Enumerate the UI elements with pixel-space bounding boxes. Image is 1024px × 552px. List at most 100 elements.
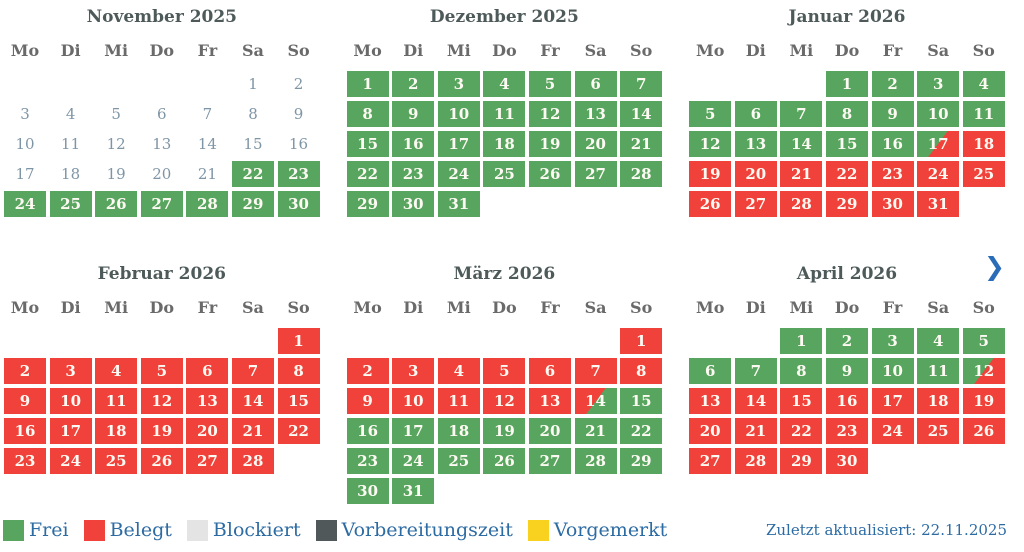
day-cell[interactable]: 3	[917, 71, 960, 97]
day-cell[interactable]: 6	[528, 358, 571, 384]
day-cell[interactable]: 22	[277, 418, 320, 444]
day-cell[interactable]: 17	[49, 418, 92, 444]
day-cell[interactable]: 23	[825, 418, 868, 444]
day-cell[interactable]: 19	[528, 131, 571, 157]
day-cell[interactable]: 23	[871, 161, 914, 187]
day-cell[interactable]: 31	[437, 191, 480, 217]
day-cell[interactable]: 9	[346, 388, 389, 414]
day-cell[interactable]: 1	[780, 328, 823, 354]
day-cell[interactable]: 27	[574, 161, 617, 187]
day-cell[interactable]: 21	[734, 418, 777, 444]
day-cell[interactable]: 6	[689, 358, 732, 384]
day-cell[interactable]: 28	[620, 161, 663, 187]
day-cell[interactable]: 27	[140, 191, 183, 217]
day-cell[interactable]: 2	[825, 328, 868, 354]
day-cell[interactable]: 19	[689, 161, 732, 187]
day-cell[interactable]: 17	[437, 131, 480, 157]
day-cell[interactable]: 31	[917, 191, 960, 217]
day-cell[interactable]: 6	[734, 101, 777, 127]
day-cell[interactable]: 28	[231, 448, 274, 474]
day-cell[interactable]: 29	[780, 448, 823, 474]
day-cell[interactable]: 14	[734, 388, 777, 414]
day-cell[interactable]: 3	[437, 71, 480, 97]
day-cell[interactable]: 7	[620, 71, 663, 97]
day-cell[interactable]: 28	[780, 191, 823, 217]
day-cell[interactable]: 13	[734, 131, 777, 157]
day-cell[interactable]: 30	[346, 478, 389, 504]
day-cell[interactable]: 16	[346, 418, 389, 444]
day-cell[interactable]: 2	[392, 71, 435, 97]
day-cell[interactable]: 2	[4, 358, 46, 384]
day-cell[interactable]: 6	[186, 358, 229, 384]
day-cell[interactable]: 25	[917, 418, 960, 444]
day-cell[interactable]: 1	[620, 328, 663, 354]
day-cell[interactable]: 29	[620, 448, 663, 474]
day-cell[interactable]: 17	[917, 131, 960, 157]
day-cell[interactable]: 16	[392, 131, 435, 157]
day-cell[interactable]: 12	[689, 131, 732, 157]
day-cell[interactable]: 15	[620, 388, 663, 414]
day-cell[interactable]: 15	[780, 388, 823, 414]
day-cell[interactable]: 25	[483, 161, 526, 187]
day-cell[interactable]: 29	[825, 191, 868, 217]
day-cell[interactable]: 7	[574, 358, 617, 384]
day-cell[interactable]: 9	[392, 101, 435, 127]
day-cell[interactable]: 11	[962, 101, 1005, 127]
day-cell[interactable]: 9	[825, 358, 868, 384]
day-cell[interactable]: 16	[825, 388, 868, 414]
day-cell[interactable]: 10	[437, 101, 480, 127]
day-cell[interactable]: 24	[871, 418, 914, 444]
day-cell[interactable]: 10	[392, 388, 435, 414]
day-cell[interactable]: 12	[140, 388, 183, 414]
day-cell[interactable]: 30	[392, 191, 435, 217]
day-cell[interactable]: 22	[620, 418, 663, 444]
day-cell[interactable]: 1	[277, 328, 320, 354]
day-cell[interactable]: 8	[620, 358, 663, 384]
day-cell[interactable]: 21	[231, 418, 274, 444]
day-cell[interactable]: 25	[49, 191, 92, 217]
day-cell[interactable]: 27	[689, 448, 732, 474]
day-cell[interactable]: 13	[186, 388, 229, 414]
day-cell[interactable]: 8	[825, 101, 868, 127]
day-cell[interactable]: 26	[962, 418, 1005, 444]
day-cell[interactable]: 24	[49, 448, 92, 474]
day-cell[interactable]: 20	[734, 161, 777, 187]
day-cell[interactable]: 11	[95, 388, 138, 414]
day-cell[interactable]: 19	[962, 388, 1005, 414]
day-cell[interactable]: 18	[483, 131, 526, 157]
day-cell[interactable]: 18	[95, 418, 138, 444]
day-cell[interactable]: 25	[437, 448, 480, 474]
day-cell[interactable]: 15	[346, 131, 389, 157]
day-cell[interactable]: 10	[49, 388, 92, 414]
day-cell[interactable]: 1	[346, 71, 389, 97]
day-cell[interactable]: 4	[437, 358, 480, 384]
day-cell[interactable]: 7	[231, 358, 274, 384]
day-cell[interactable]: 23	[346, 448, 389, 474]
day-cell[interactable]: 4	[917, 328, 960, 354]
day-cell[interactable]: 28	[186, 191, 229, 217]
day-cell[interactable]: 26	[483, 448, 526, 474]
day-cell[interactable]: 22	[231, 161, 274, 187]
day-cell[interactable]: 5	[483, 358, 526, 384]
day-cell[interactable]: 11	[483, 101, 526, 127]
day-cell[interactable]: 30	[825, 448, 868, 474]
day-cell[interactable]: 2	[346, 358, 389, 384]
day-cell[interactable]: 16	[871, 131, 914, 157]
day-cell[interactable]: 14	[574, 388, 617, 414]
day-cell[interactable]: 2	[871, 71, 914, 97]
day-cell[interactable]: 10	[871, 358, 914, 384]
day-cell[interactable]: 25	[95, 448, 138, 474]
day-cell[interactable]: 22	[825, 161, 868, 187]
day-cell[interactable]: 22	[346, 161, 389, 187]
day-cell[interactable]: 4	[483, 71, 526, 97]
day-cell[interactable]: 9	[4, 388, 46, 414]
day-cell[interactable]: 5	[140, 358, 183, 384]
day-cell[interactable]: 13	[528, 388, 571, 414]
day-cell[interactable]: 15	[277, 388, 320, 414]
day-cell[interactable]: 7	[780, 101, 823, 127]
day-cell[interactable]: 19	[483, 418, 526, 444]
day-cell[interactable]: 5	[528, 71, 571, 97]
day-cell[interactable]: 5	[962, 328, 1005, 354]
day-cell[interactable]: 20	[186, 418, 229, 444]
day-cell[interactable]: 23	[4, 448, 46, 474]
